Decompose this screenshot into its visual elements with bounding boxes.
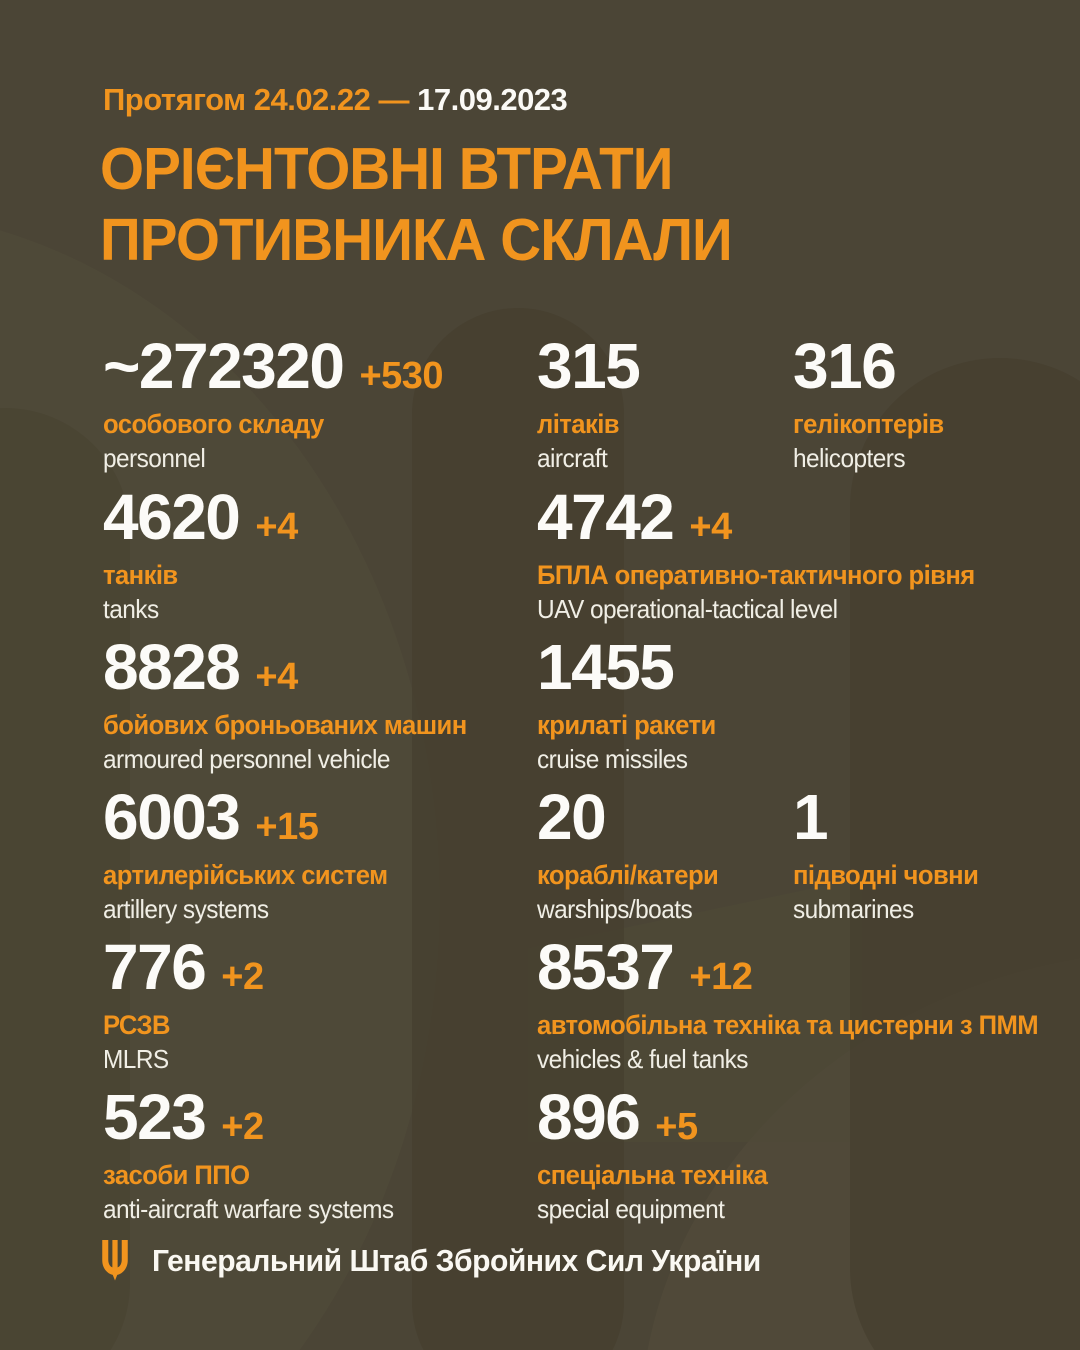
stat-label-ua: підводні човни — [793, 860, 979, 891]
stat-delta: +15 — [255, 806, 319, 848]
stat-label-en: warships/boats — [537, 894, 693, 925]
stat-label-ua: крилаті ракети — [537, 710, 716, 741]
stat-value: 6003 — [103, 781, 241, 853]
stat-label-en: tanks — [103, 594, 159, 625]
stat-label-ua: гелікоптерів — [793, 409, 944, 440]
stat-warships: 20 кораблі/катери warships/boats — [537, 781, 728, 925]
stat-label-en: anti-aircraft warfare systems — [103, 1194, 394, 1225]
stat-delta: +2 — [221, 1106, 264, 1148]
stat-label-en: submarines — [793, 894, 914, 925]
stat-label-ua: кораблі/катери — [537, 860, 719, 891]
stat-value: 1 — [793, 781, 829, 853]
stat-label-en: personnel — [103, 443, 206, 474]
stat-label-ua: РСЗВ — [103, 1010, 171, 1041]
stat-label-en: armoured personnel vehicle — [103, 744, 390, 775]
footer: Генеральний Штаб Збройних Сил України — [100, 1240, 780, 1282]
stat-value: 20 — [537, 781, 607, 853]
stat-label-en: vehicles & fuel tanks — [537, 1044, 749, 1075]
stat-value: 523 — [103, 1081, 207, 1153]
stat-value: 316 — [793, 330, 897, 402]
title-line-1: ОРІЄНТОВНІ ВТРАТИ — [100, 136, 673, 202]
stat-delta: +4 — [255, 656, 298, 698]
stat-aircraft: 315 літаків aircraft — [537, 330, 655, 474]
stat-value: 4742 — [537, 481, 675, 553]
stat-value: 8537 — [537, 931, 675, 1003]
stat-submarines: 1 підводні човни submarines — [793, 781, 988, 925]
stat-special-equipment: 896 +5 спеціальна техніка special equipm… — [537, 1081, 779, 1225]
stat-label-ua: бойових броньованих машин — [103, 710, 467, 741]
stat-label-en: aircraft — [537, 443, 608, 474]
stat-uav: 4742 +4 БПЛА оперативно-тактичного рівня… — [537, 481, 998, 625]
stat-label-ua: спеціальна техніка — [537, 1160, 768, 1191]
stat-label-ua: особового складу — [103, 409, 324, 440]
stat-value: ~272320 — [103, 330, 345, 402]
stat-value: 896 — [537, 1081, 641, 1153]
stat-label-en: helicopters — [793, 443, 906, 474]
stat-label-ua: танків — [103, 560, 178, 591]
period-prefix: Протягом 24.02.22 — — [103, 82, 410, 117]
stat-delta: +2 — [221, 956, 264, 998]
stat-tanks: 4620 +4 танків tanks — [103, 481, 298, 625]
stat-cruise-missiles: 1455 крилаті ракети cruise missiles — [537, 631, 725, 775]
stat-anti-aircraft: 523 +2 засоби ППО anti-aircraft warfare … — [103, 1081, 412, 1225]
stat-label-en: cruise missiles — [537, 744, 688, 775]
stat-helicopters: 316 гелікоптерів helicopters — [793, 330, 952, 474]
stat-delta: +4 — [689, 506, 732, 548]
stat-vehicles-fuel-tanks: 8537 +12 автомобільна техніка та цистерн… — [537, 931, 1064, 1075]
stat-value: 8828 — [103, 631, 241, 703]
stat-delta: +5 — [655, 1106, 698, 1148]
stat-armoured-vehicles: 8828 +4 бойових броньованих машин armour… — [103, 631, 486, 775]
stat-delta: +4 — [255, 506, 298, 548]
stat-value: 4620 — [103, 481, 241, 553]
stat-personnel: ~272320 +530 особового складу personnel — [103, 330, 444, 474]
page-title: ОРІЄНТОВНІ ВТРАТИ ПРОТИВНИКА СКЛАЛИ — [100, 134, 733, 276]
stat-artillery: 6003 +15 артилерійських систем artillery… — [103, 781, 403, 925]
stat-mlrs: 776 +2 РСЗВ MLRS — [103, 931, 264, 1075]
stat-label-en: UAV operational-tactical level — [537, 594, 838, 625]
footer-org-name: Генеральний Штаб Збройних Сил України — [152, 1243, 761, 1278]
stat-value: 1455 — [537, 631, 675, 703]
stat-delta: +12 — [689, 956, 753, 998]
report-period: Протягом 24.02.22 — 17.09.2023 — [103, 82, 568, 118]
stat-label-en: artillery systems — [103, 894, 269, 925]
title-line-2: ПРОТИВНИКА СКЛАЛИ — [100, 207, 733, 273]
stat-label-en: MLRS — [103, 1044, 169, 1075]
stat-delta: +530 — [359, 355, 444, 397]
stat-label-ua: БПЛА оперативно-тактичного рівня — [537, 560, 975, 591]
stat-value: 776 — [103, 931, 207, 1003]
trident-icon — [102, 1240, 128, 1281]
report-date: 17.09.2023 — [417, 82, 568, 117]
stat-value: 315 — [537, 330, 641, 402]
stat-label-ua: артилерійських систем — [103, 860, 388, 891]
stat-label-ua: автомобільна техніка та цистерни з ПММ — [537, 1010, 1039, 1041]
stat-label-en: special equipment — [537, 1194, 725, 1225]
stat-label-ua: літаків — [537, 409, 620, 440]
stat-label-ua: засоби ППО — [103, 1160, 250, 1191]
